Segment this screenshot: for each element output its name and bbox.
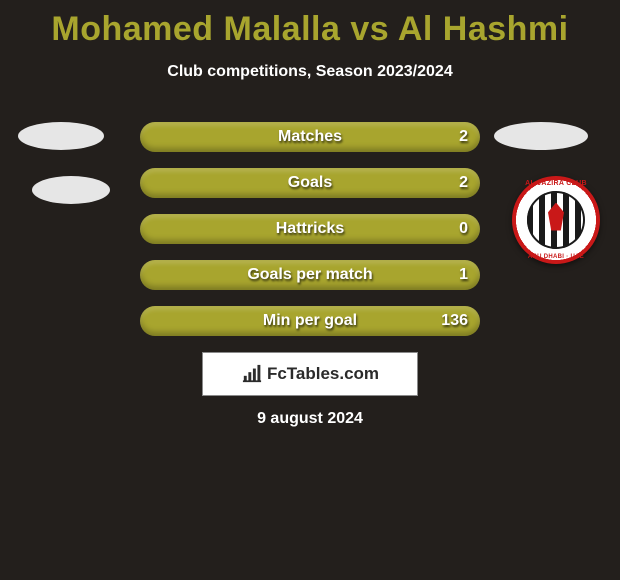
stat-bar: Goals per match1 — [140, 260, 480, 290]
stat-bar-right-value: 1 — [459, 266, 468, 284]
stat-bar: Goals2 — [140, 168, 480, 198]
stat-bar: Matches2 — [140, 122, 480, 152]
club-badge: AL JAZIRA CLUB ABU DHABI · UAE — [512, 176, 600, 264]
stat-bar-label: Goals — [140, 174, 480, 192]
date-text: 9 august 2024 — [0, 410, 620, 428]
stat-bar-right-value: 136 — [441, 312, 468, 330]
stat-bar-label: Hattricks — [140, 220, 480, 238]
club-badge-top-text: AL JAZIRA CLUB — [512, 180, 600, 187]
player1-avatar-placeholder-2 — [32, 176, 110, 204]
source-logo-box: FcTables.com — [202, 352, 418, 396]
stat-bar: Min per goal136 — [140, 306, 480, 336]
source-logo-text: FcTables.com — [267, 364, 379, 384]
stat-bar-right-value: 0 — [459, 220, 468, 238]
stat-bar: Hattricks0 — [140, 214, 480, 244]
subtitle: Club competitions, Season 2023/2024 — [0, 63, 620, 81]
player2-avatar-placeholder — [494, 122, 588, 150]
stat-bar-label: Matches — [140, 128, 480, 146]
fctables-chart-icon — [241, 364, 263, 384]
stat-bar-label: Goals per match — [140, 266, 480, 284]
stat-bar-right-value: 2 — [459, 128, 468, 146]
club-badge-bottom-text: ABU DHABI · UAE — [512, 254, 600, 260]
page-title: Mohamed Malalla vs Al Hashmi — [0, 0, 620, 49]
stat-bar-label: Min per goal — [140, 312, 480, 330]
stat-bar-right-value: 2 — [459, 174, 468, 192]
comparison-infographic: Mohamed Malalla vs Al Hashmi Club compet… — [0, 0, 620, 580]
player1-avatar-placeholder-1 — [18, 122, 104, 150]
club-badge-inner-icon — [527, 191, 585, 249]
